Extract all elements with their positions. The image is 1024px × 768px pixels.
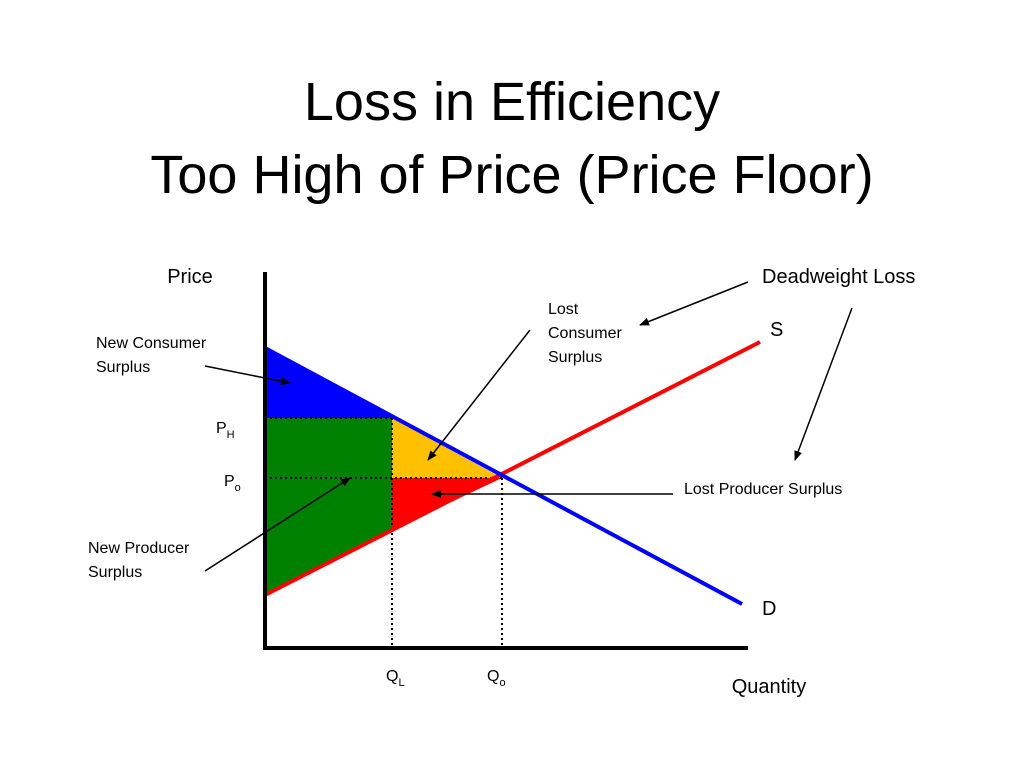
new-consumer-surplus-label: New Consumer Surplus bbox=[96, 335, 211, 376]
new-producer-surplus-area bbox=[265, 418, 392, 595]
demand-curve bbox=[264, 346, 743, 606]
lost-consumer-surplus-label: Lost Consumer Surplus bbox=[548, 301, 626, 366]
new-producer-surplus-label: New Producer Surplus bbox=[88, 540, 194, 581]
demand-curve-label: D bbox=[762, 598, 776, 620]
price-high-tick: PH bbox=[216, 420, 235, 441]
lost-producer-surplus-label: Lost Producer Surplus bbox=[684, 481, 842, 498]
quantity-low-tick: QL bbox=[386, 668, 405, 689]
supply-curve-label: S bbox=[770, 319, 783, 341]
x-axis-label: Quantity bbox=[732, 676, 806, 698]
price-equilibrium-tick: Po bbox=[224, 473, 241, 494]
deadweight-loss-arrow-lower bbox=[794, 307, 853, 461]
new-producer-surplus-arrow bbox=[204, 477, 351, 572]
new-consumer-surplus-arrow bbox=[204, 365, 291, 386]
deadweight-loss-arrow-upper bbox=[639, 281, 749, 326]
supply-curve bbox=[264, 340, 761, 597]
quantity-equilibrium-tick: Qo bbox=[487, 668, 506, 689]
title-line-2: Too High of Price (Price Floor) bbox=[150, 145, 874, 205]
deadweight-loss-label: Deadweight Loss bbox=[762, 266, 915, 288]
y-axis-label: Price bbox=[167, 266, 213, 288]
title-line-1: Loss in Efficiency bbox=[303, 72, 721, 132]
lost-consumer-surplus-arrow bbox=[427, 329, 531, 461]
